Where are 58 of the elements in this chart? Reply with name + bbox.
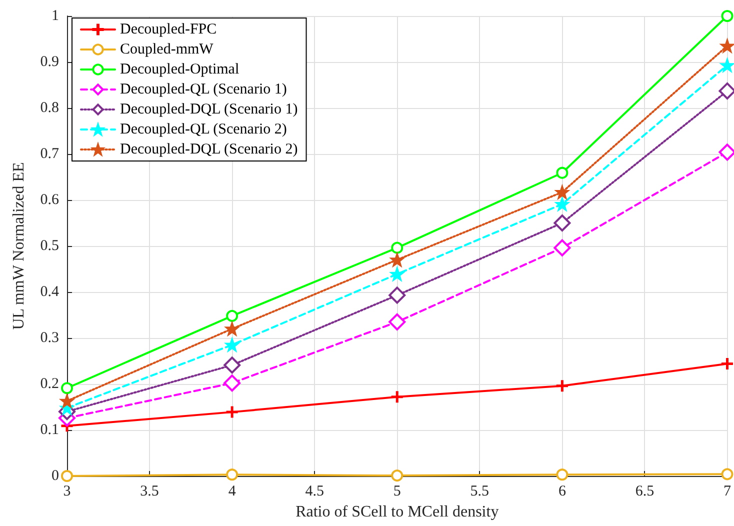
- y-tick-label: 0.4: [40, 284, 60, 300]
- y-tick-label: 0.1: [40, 422, 59, 438]
- point: [226, 468, 238, 481]
- point: [226, 310, 238, 322]
- y-tick-label: 0.5: [40, 238, 59, 254]
- point: [390, 267, 404, 281]
- legend-label: Decoupled-QL (Scenario 2): [120, 122, 287, 138]
- point: [555, 197, 569, 211]
- point: [555, 185, 569, 199]
- point: [556, 380, 568, 392]
- x-tick-label: 6.5: [635, 484, 654, 500]
- x-axis-title: Ratio of SCell to MCell density: [296, 503, 499, 520]
- point: [61, 382, 73, 394]
- y-axis-title: UL mmW Normalized EE: [10, 162, 28, 330]
- point: [391, 470, 404, 482]
- x-tick-label: 6: [558, 484, 566, 500]
- point: [720, 58, 734, 72]
- x-tick-label: 7: [724, 484, 732, 500]
- x-tick-label: 5.5: [470, 484, 490, 500]
- point: [720, 39, 734, 53]
- point: [556, 468, 568, 481]
- x-tick-label: 5: [393, 484, 401, 500]
- x-tick-label: 4: [228, 484, 236, 500]
- point: [554, 239, 571, 256]
- point: [388, 313, 406, 330]
- point: [224, 356, 241, 374]
- point: [391, 242, 404, 254]
- legend-label: Decoupled-DQL (Scenario 1): [120, 102, 298, 118]
- y-tick-label: 0.7: [40, 146, 60, 162]
- point: [226, 406, 238, 418]
- point: [224, 374, 241, 392]
- y-tick-label: 0.2: [40, 376, 59, 392]
- point: [721, 10, 734, 22]
- point: [722, 358, 733, 370]
- y-tick-label: 0.8: [40, 100, 59, 116]
- y-tick-label: 0.3: [40, 330, 59, 346]
- legend-label: Decoupled-QL (Scenario 1): [120, 82, 287, 98]
- x-tick-label: 4.5: [305, 484, 324, 500]
- point: [721, 468, 734, 480]
- point: [225, 322, 239, 336]
- point: [554, 214, 571, 232]
- point: [391, 391, 403, 403]
- legend-label: Coupled-mmW: [120, 42, 214, 58]
- y-tick-label: 0.9: [40, 54, 59, 70]
- legend-label: Decoupled-FPC: [120, 22, 217, 38]
- legend-label: Decoupled-DQL (Scenario 2): [120, 142, 298, 158]
- legend-label: Decoupled-Optimal: [120, 62, 240, 78]
- y-tick-label: 0: [52, 468, 59, 484]
- x-tick-label: 3.5: [140, 484, 159, 500]
- point: [61, 470, 73, 482]
- point: [388, 286, 406, 304]
- point: [556, 166, 568, 179]
- point: [390, 253, 404, 267]
- x-tick-label: 3: [63, 484, 71, 500]
- point: [60, 394, 74, 408]
- y-tick-label: 1: [52, 8, 59, 24]
- y-tick-label: 0.6: [40, 192, 60, 208]
- point: [225, 338, 239, 352]
